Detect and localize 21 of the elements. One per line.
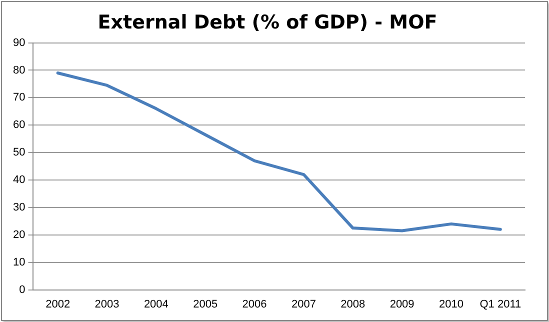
x-tick-label: Q1 2011 bbox=[480, 298, 522, 310]
x-tick-label: 2006 bbox=[242, 298, 267, 310]
y-tick-label: 70 bbox=[12, 92, 26, 104]
x-tick-label: 2003 bbox=[94, 298, 120, 310]
x-tick-label: 2005 bbox=[193, 298, 218, 310]
y-tick-label: 80 bbox=[12, 64, 26, 76]
x-tick-label: 2009 bbox=[390, 298, 414, 310]
y-tick-label: 40 bbox=[12, 174, 26, 186]
x-tick-label: 2008 bbox=[340, 298, 366, 310]
y-tick-label: 60 bbox=[12, 119, 26, 132]
x-tick-label: 2010 bbox=[438, 298, 464, 310]
y-tick-label: 0 bbox=[19, 284, 26, 296]
x-tick-label: 2002 bbox=[46, 298, 70, 310]
chart-title: External Debt (% of GDP) - MOF bbox=[98, 11, 438, 34]
y-tick-label: 10 bbox=[12, 256, 26, 268]
y-tick-label: 30 bbox=[12, 202, 26, 214]
y-tick-label: 50 bbox=[12, 146, 26, 159]
x-tick-label: 2007 bbox=[291, 298, 316, 310]
x-tick-label: 2004 bbox=[144, 298, 168, 310]
y-tick-label: 20 bbox=[12, 228, 26, 241]
y-tick-label: 90 bbox=[12, 36, 26, 49]
